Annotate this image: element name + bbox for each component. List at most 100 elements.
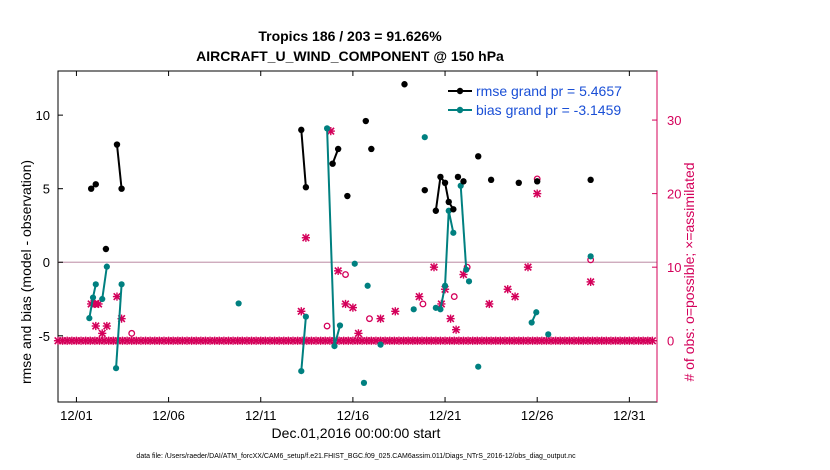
legend-label-bias: bias grand pr = -3.1459	[476, 102, 621, 118]
rmse-point	[460, 178, 467, 185]
possible-count-marker	[128, 329, 136, 337]
rmse-point	[87, 185, 95, 192]
assimilated-count-marker	[334, 266, 343, 275]
assimilated-count-marker	[98, 329, 107, 338]
rmse-point	[102, 245, 110, 253]
bias-point	[89, 294, 97, 301]
legend-marker-rmse	[456, 87, 464, 95]
assimilated-count-marker	[91, 321, 100, 331]
assimilated-count-marker	[533, 189, 542, 198]
bias-point	[587, 253, 594, 260]
data-file-footer: data file: /Users/raeder/DAI/ATM_forcXX/…	[136, 453, 576, 460]
rmse-point	[475, 153, 482, 160]
rmse-line-segment	[115, 144, 123, 189]
rmse-point	[329, 160, 336, 167]
rmse-point	[344, 192, 351, 200]
assimilated-count-marker	[341, 299, 350, 309]
rmse-point	[445, 198, 452, 206]
bias-point	[302, 313, 309, 320]
bias-point	[450, 229, 457, 236]
assimilated-count-marker	[112, 292, 122, 301]
bias-point	[351, 260, 358, 267]
rmse-point	[437, 173, 444, 181]
bias-point	[298, 368, 305, 375]
assimilated-count-marker	[354, 329, 363, 338]
assimilated-count-marker	[301, 233, 310, 242]
bias-point	[364, 282, 371, 289]
possible-count-marker	[342, 271, 349, 278]
rmse-point	[534, 178, 541, 185]
bias-point	[331, 342, 338, 350]
rmse-point	[515, 179, 522, 187]
assimilated-count-marker	[429, 263, 439, 272]
bias-point	[437, 306, 444, 313]
rmse-point	[362, 117, 369, 125]
bias-point	[360, 379, 368, 386]
x-tick-label: 12/16	[337, 408, 370, 423]
y-tick-label-right: 10	[667, 260, 681, 275]
assimilated-count-marker	[523, 263, 533, 272]
possible-count-marker	[366, 315, 373, 323]
bias-point	[92, 281, 99, 288]
y-tick-label-right: 20	[667, 187, 681, 202]
x-tick-label: 12/11	[245, 408, 277, 423]
assimilated-count-marker	[94, 299, 103, 309]
bias-point	[441, 282, 449, 289]
y-axis-label-left: rmse and bias (model - observation)	[18, 160, 34, 384]
chart-title-line1: Tropics 186 / 203 = 91.626%	[258, 28, 442, 44]
legend-marker-bias	[456, 106, 464, 114]
bias-point	[112, 365, 120, 372]
plot-frame	[57, 70, 658, 403]
bias-point	[103, 263, 110, 270]
y-tick-label-left: 0	[43, 255, 50, 270]
rmse-point	[487, 176, 495, 184]
possible-count-marker	[419, 300, 427, 308]
x-axis-label: Dec.01,2016 00:00:00 start	[272, 425, 441, 441]
x-tick-label: 12/26	[521, 408, 554, 423]
assimilated-count-marker	[376, 314, 385, 323]
possible-count-marker	[323, 322, 331, 330]
rmse-point	[441, 179, 449, 187]
rmse-point	[401, 81, 408, 88]
bias-point	[235, 300, 242, 307]
rmse-point	[113, 141, 121, 148]
bias-point	[463, 266, 470, 273]
bias-line-segment	[459, 185, 468, 270]
bias-line-segment	[115, 284, 123, 369]
y-tick-label-right: 30	[667, 113, 681, 128]
rmse-point	[334, 145, 342, 153]
x-tick-label: 12/21	[429, 408, 462, 423]
bias-point	[528, 319, 535, 326]
assimilated-count-marker	[452, 325, 461, 334]
count-zero-marker	[648, 336, 657, 345]
bias-point	[86, 315, 93, 322]
chart-title-line2: AIRCRAFT_U_WIND_COMPONENT @ 150 hPa	[196, 48, 504, 64]
assimilated-count-marker	[503, 285, 512, 294]
assimilated-count-marker	[586, 277, 595, 286]
y-tick-label-left: -5	[38, 329, 50, 344]
possible-count-marker	[450, 293, 458, 301]
assimilated-count-marker	[102, 321, 111, 331]
y-tick-label-right: 0	[667, 334, 674, 349]
assimilated-count-marker	[485, 299, 494, 309]
x-tick-label: 12/01	[60, 408, 93, 423]
bias-point	[465, 278, 473, 285]
bias-point	[533, 309, 540, 316]
bias-line-segment	[101, 266, 108, 300]
bias-point	[421, 134, 428, 141]
rmse-point	[587, 176, 594, 184]
assimilated-count-marker	[297, 307, 306, 316]
bias-point	[545, 331, 552, 338]
x-tick-label: 12/31	[613, 408, 646, 423]
legend-label-rmse: rmse grand pr = 5.4657	[476, 83, 622, 99]
y-tick-label-left: 10	[36, 108, 50, 123]
bias-point	[323, 125, 331, 132]
x-tick-label: 12/06	[152, 408, 185, 423]
bias-point	[377, 341, 384, 348]
y-axis-label-right: # of obs: o=possible; ×=assimilated	[681, 162, 697, 381]
bias-point	[475, 363, 482, 370]
rmse-point	[450, 206, 457, 213]
legend: rmse grand pr = 5.4657 bias grand pr = -3…	[448, 83, 622, 118]
bias-point	[336, 322, 344, 329]
